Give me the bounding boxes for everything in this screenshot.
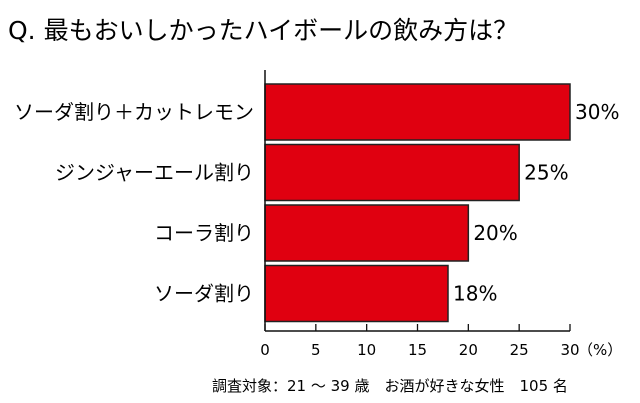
value-label-4: 18% bbox=[453, 282, 497, 306]
x-tick-label-25: 25 bbox=[510, 341, 529, 359]
bar-1 bbox=[264, 83, 571, 141]
x-tick-label-10: 10 bbox=[357, 341, 376, 359]
x-tick-label-20: 20 bbox=[459, 341, 478, 359]
x-tick-label-0: 0 bbox=[260, 341, 270, 359]
x-axis-unit: （%） bbox=[578, 341, 622, 359]
footnote: 調査対象：21 ～ 39 歳 お酒が好きな女性 105 名 bbox=[212, 377, 568, 395]
value-labels: 30% 25% 20% 18% bbox=[453, 100, 619, 306]
bars bbox=[264, 83, 571, 323]
value-label-2: 25% bbox=[524, 161, 568, 185]
bar-2 bbox=[264, 143, 520, 202]
category-label-1: ソーダ割り＋カットレモン bbox=[14, 100, 254, 124]
chart-title: Q. 最もおいしかったハイボールの飲み方は？ bbox=[8, 16, 518, 45]
x-tick-label-30: 30 bbox=[560, 341, 579, 359]
category-label-3: コーラ割り bbox=[154, 221, 254, 245]
x-axis-ticks: 0 5 10 15 20 25 30 bbox=[260, 324, 580, 359]
bar-4 bbox=[264, 264, 449, 323]
value-label-1: 30% bbox=[575, 100, 619, 124]
x-tick-label-5: 5 bbox=[311, 341, 321, 359]
bar-3 bbox=[264, 204, 470, 262]
category-label-4: ソーダ割り bbox=[154, 282, 254, 306]
value-label-3: 20% bbox=[473, 221, 517, 245]
category-label-2: ジンジャーエール割り bbox=[55, 161, 254, 185]
x-tick-label-15: 15 bbox=[408, 341, 427, 359]
